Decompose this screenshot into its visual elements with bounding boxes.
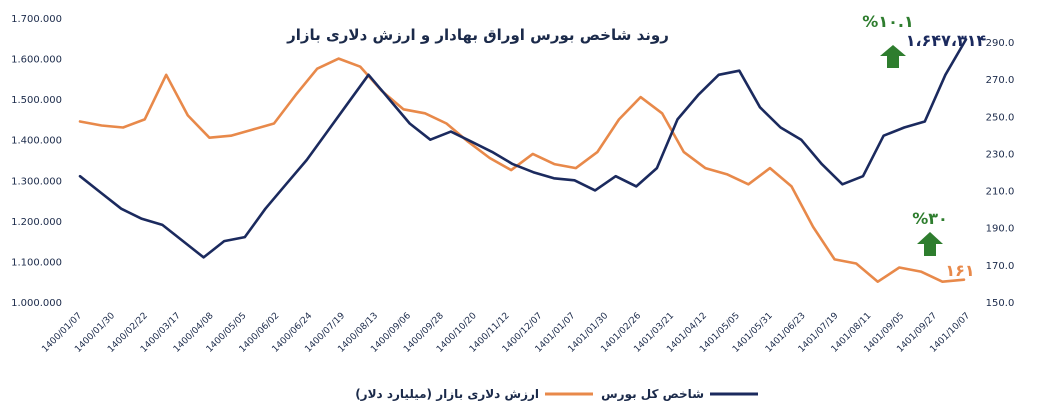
index-change-label: %۱۰.۱ [862,12,913,31]
right-axis-ticks: 290.0 270.0 250.0 230.0 210.0 190.0 170.0 150.0 [986,38,1015,309]
legend: شاخص کل بورس ارزش دلاری بازار (میلیارد د… [355,387,758,402]
left-axis-tick-label: 1.300.000 [11,176,62,187]
up-arrow-icon [917,232,943,256]
x-axis-ticks: 1400/01/071400/01/301400/02/221400/03/17… [40,311,972,355]
right-axis-tick-label: 270.0 [986,75,1015,86]
legend-label-total-index: شاخص کل بورس [601,387,704,402]
right-axis-tick-label: 290.0 [986,38,1015,49]
left-axis-tick-label: 1.100.000 [11,257,62,268]
up-arrow-icon [880,45,906,68]
right-axis-tick-label: 190.0 [986,224,1015,235]
left-axis-tick-label: 1.400.000 [11,136,62,147]
series-line-total-index [78,38,968,259]
series-line-dollar-value [78,57,966,283]
right-axis-tick-label: 230.0 [986,149,1015,160]
dollar-change-label: %۳۰ [912,209,948,228]
right-axis-tick-label: 210.0 [986,187,1015,198]
left-axis-tick-label: 1.500.000 [11,95,62,106]
index-last-value-label: ۱،۶۴۷،۳۱۴ [906,31,987,50]
left-axis-tick-label: 1.700.000 [11,14,62,25]
left-axis-tick-label: 1.600.000 [11,55,62,66]
left-axis-tick-label: 1.200.000 [11,217,62,228]
right-axis-tick-label: 150.0 [986,298,1015,309]
left-axis-ticks: 1.700.000 1.600.000 1.500.000 1.400.000 1.30… [11,14,62,309]
chart-title: روند شاخص بورس اوراق بهادار و ارزش دلاری… [286,26,669,44]
legend-label-dollar-value: ارزش دلاری بازار (میلیارد دلار) [355,387,539,401]
left-axis-tick-label: 1.000.000 [11,298,62,309]
dollar-last-value-label: ۱۶۱ [945,261,974,280]
right-axis-tick-label: 170.0 [986,261,1015,272]
right-axis-tick-label: 250.0 [986,112,1015,123]
